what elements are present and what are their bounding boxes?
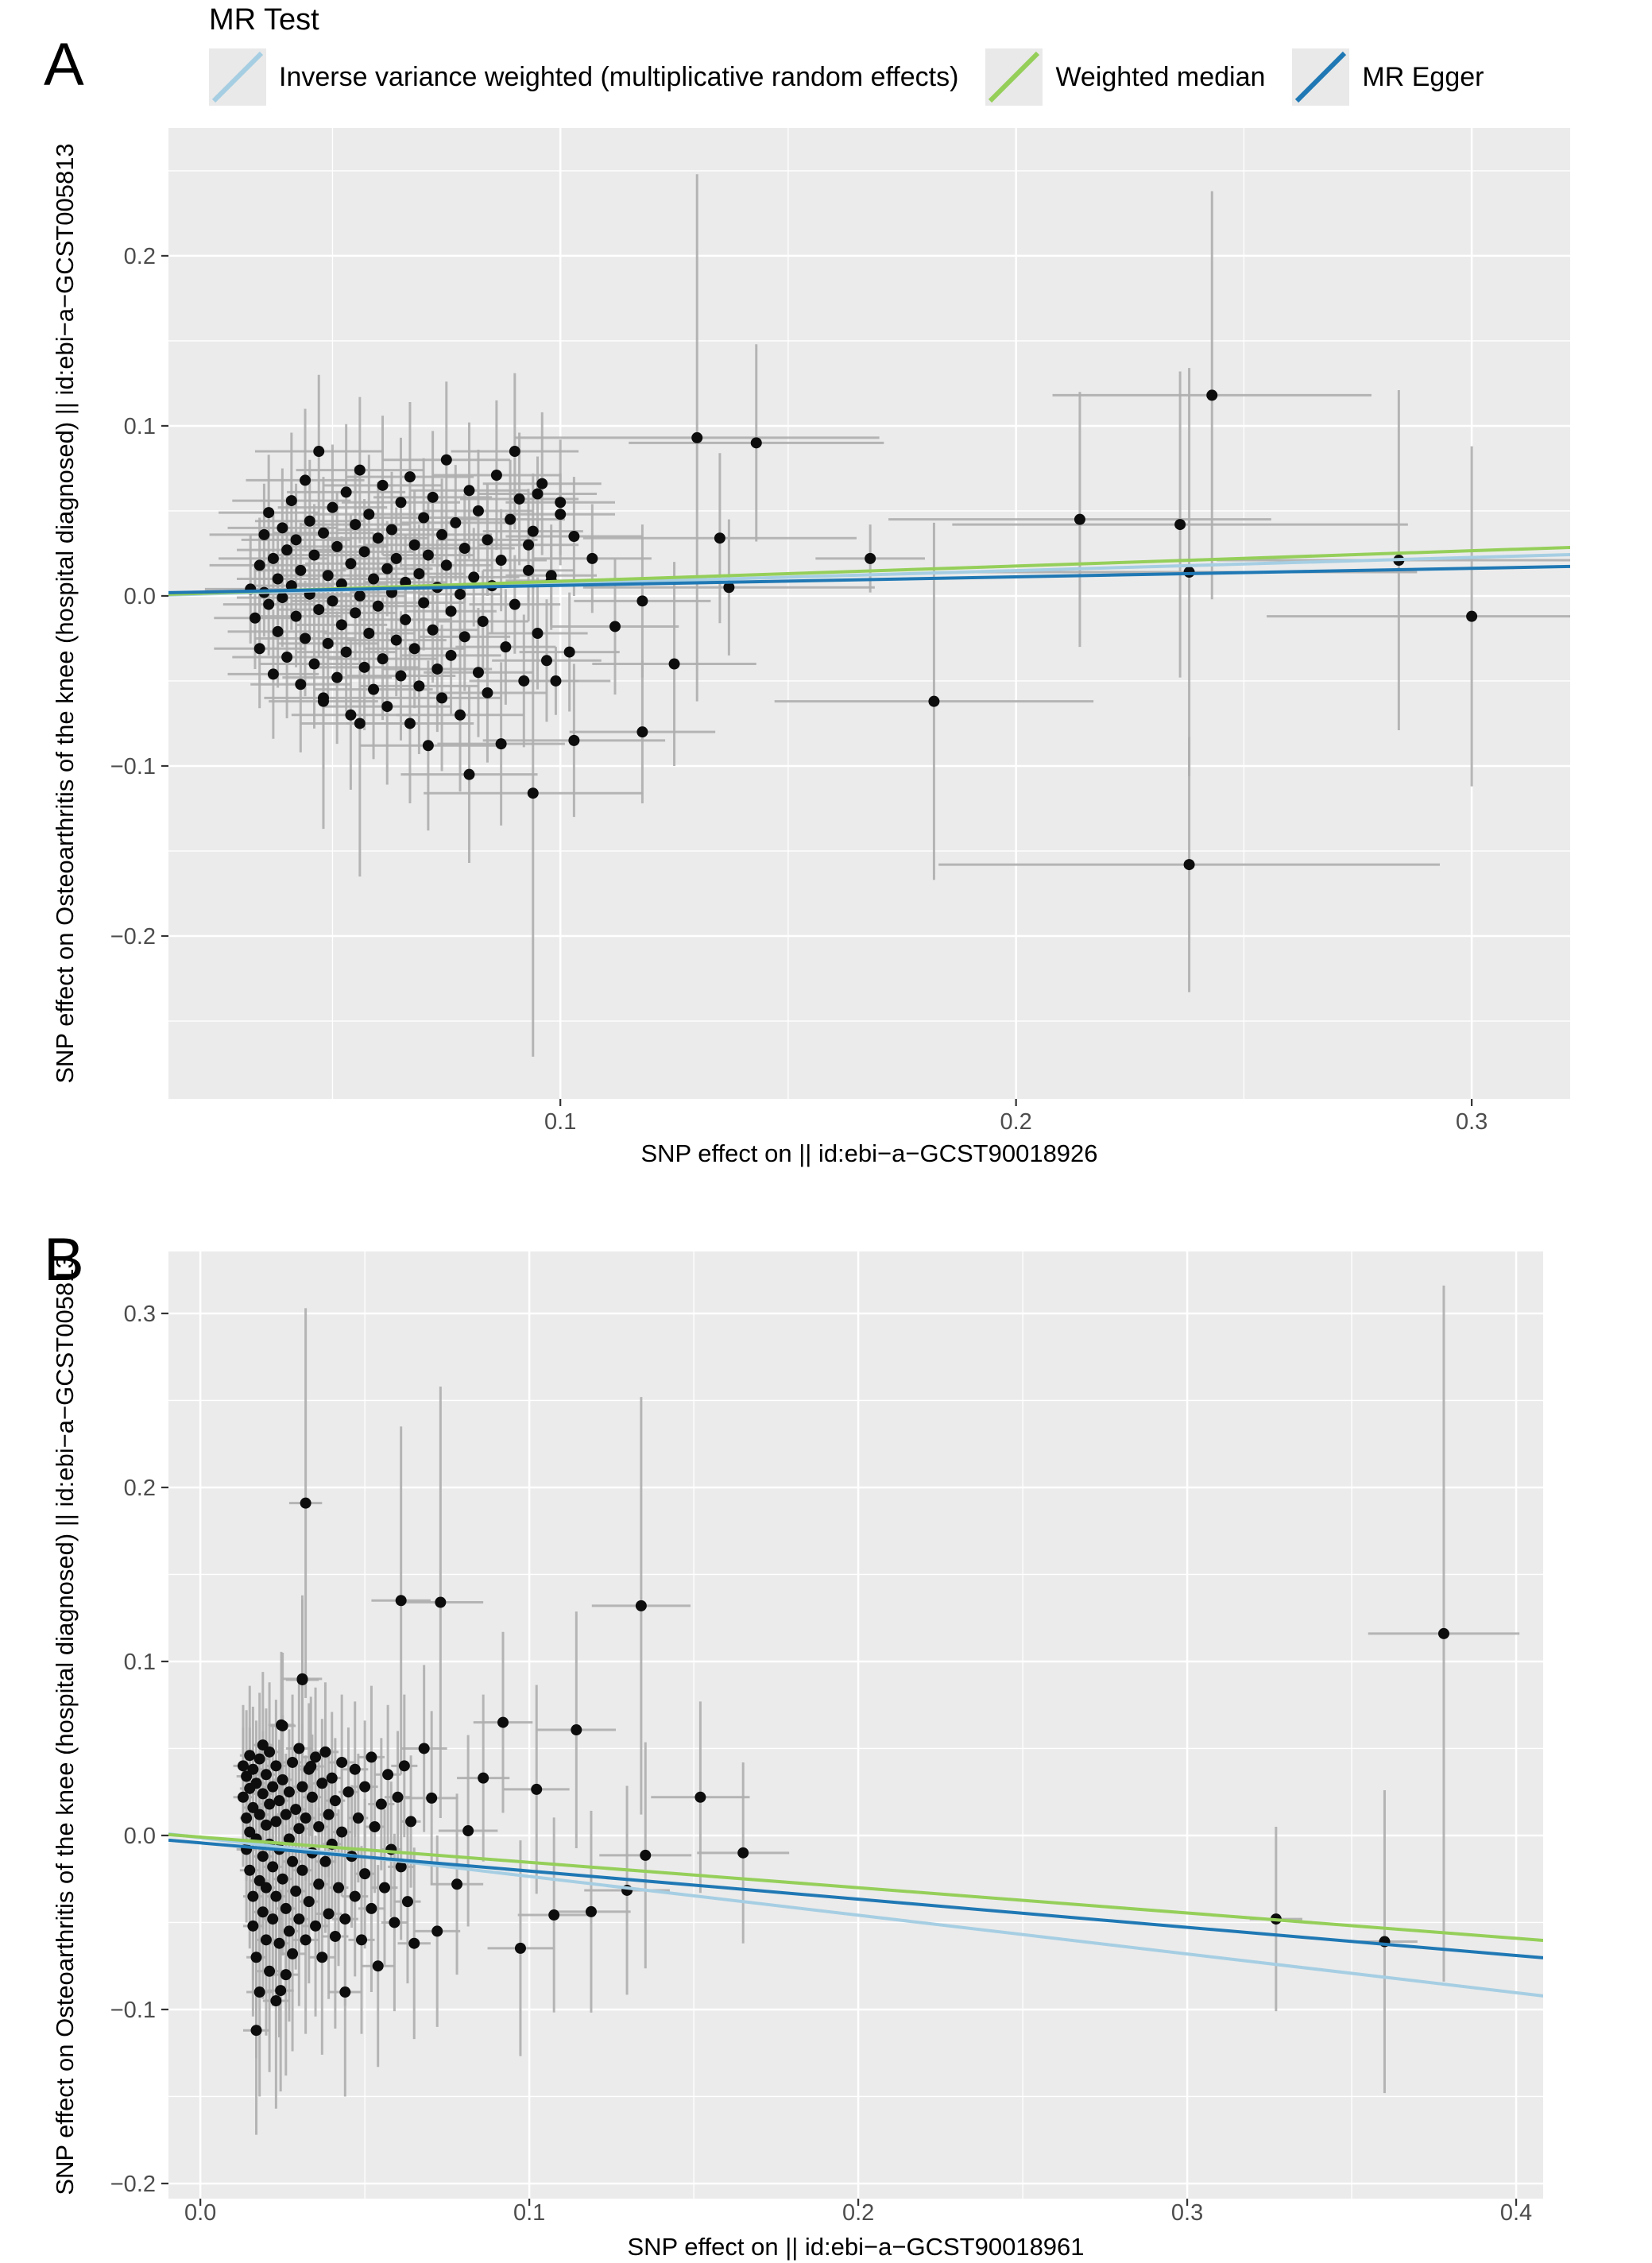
svg-text:−0.2: −0.2 [110,924,156,950]
axis-ticks: 0.1 0.2 0.3 0.2 0.1 0.0 −0.1 −0.2 [110,244,1488,1135]
svg-text:0.4: 0.4 [1500,2200,1532,2226]
svg-text:0.3: 0.3 [124,1302,156,1327]
legend-item-weighted-median: Weighted median [985,48,1265,106]
snp-points [237,1497,1449,2037]
panel-b-plot: 0.0 0.1 0.2 0.3 0.4 0.3 0.2 0.1 0.0 −0.1 −0.2 [110,1251,1543,2226]
legend: MR Test Inverse variance weighted (multi… [209,3,1484,106]
panel-b-label: B [44,1226,84,1294]
mr-egger-line-key-icon [1292,48,1350,106]
svg-text:0.3: 0.3 [1456,1109,1488,1135]
legend-label-weighted-median: Weighted median [1055,61,1266,92]
panel-a-plot: 0.1 0.2 0.3 0.2 0.1 0.0 −0.1 −0.2 [110,128,1570,1135]
svg-text:−0.1: −0.1 [110,754,156,779]
svg-text:0.1: 0.1 [544,1109,576,1135]
egger-regression-line [168,564,1570,594]
legend-item-ivw: Inverse variance weighted (multiplicativ… [209,48,958,106]
egger-regression-line [168,1838,1543,1959]
wm-regression-line [168,1832,1543,1943]
panel-a-x-axis-title: SNP effect on || id:ebi−a−GCST90018926 [640,1139,1098,1167]
svg-text:0.1: 0.1 [513,2200,545,2226]
svg-text:0.1: 0.1 [124,414,156,439]
legend-label-ivw: Inverse variance weighted (multiplicativ… [279,61,959,92]
svg-text:−0.2: −0.2 [110,2172,156,2197]
legend-title: MR Test [209,3,319,37]
svg-text:0.2: 0.2 [842,2200,874,2226]
svg-text:0.3: 0.3 [1171,2200,1203,2226]
svg-text:−0.1: −0.1 [110,1998,156,2023]
weighted-median-line-key-icon [985,48,1043,106]
legend-items: Inverse variance weighted (multiplicativ… [209,48,1484,106]
svg-text:0.2: 0.2 [124,244,156,269]
svg-text:0.0: 0.0 [184,2200,216,2226]
legend-label-mr-egger: MR Egger [1362,61,1484,92]
svg-text:0.2: 0.2 [124,1476,156,1501]
svg-text:0.0: 0.0 [124,584,156,609]
panel-a-label: A [44,31,84,99]
ivw-line-key-icon [209,48,266,106]
axis-ticks: 0.0 0.1 0.2 0.3 0.4 0.3 0.2 0.1 0.0 −0.1 −0.2 [110,1302,1532,2226]
svg-text:0.0: 0.0 [124,1824,156,1849]
svg-text:0.1: 0.1 [124,1650,156,1675]
panel-b-x-axis-title: SNP effect on || id:ebi−a−GCST90018961 [627,2233,1085,2261]
svg-text:0.2: 0.2 [1000,1109,1031,1135]
panel-a-y-axis-title: SNP effect on Osteoarthritis of the knee… [51,143,79,1084]
legend-item-mr-egger: MR Egger [1292,48,1484,106]
panel-b-y-axis-title: SNP effect on Osteoarthritis of the knee… [51,1255,79,2195]
wm-regression-line [168,545,1570,597]
